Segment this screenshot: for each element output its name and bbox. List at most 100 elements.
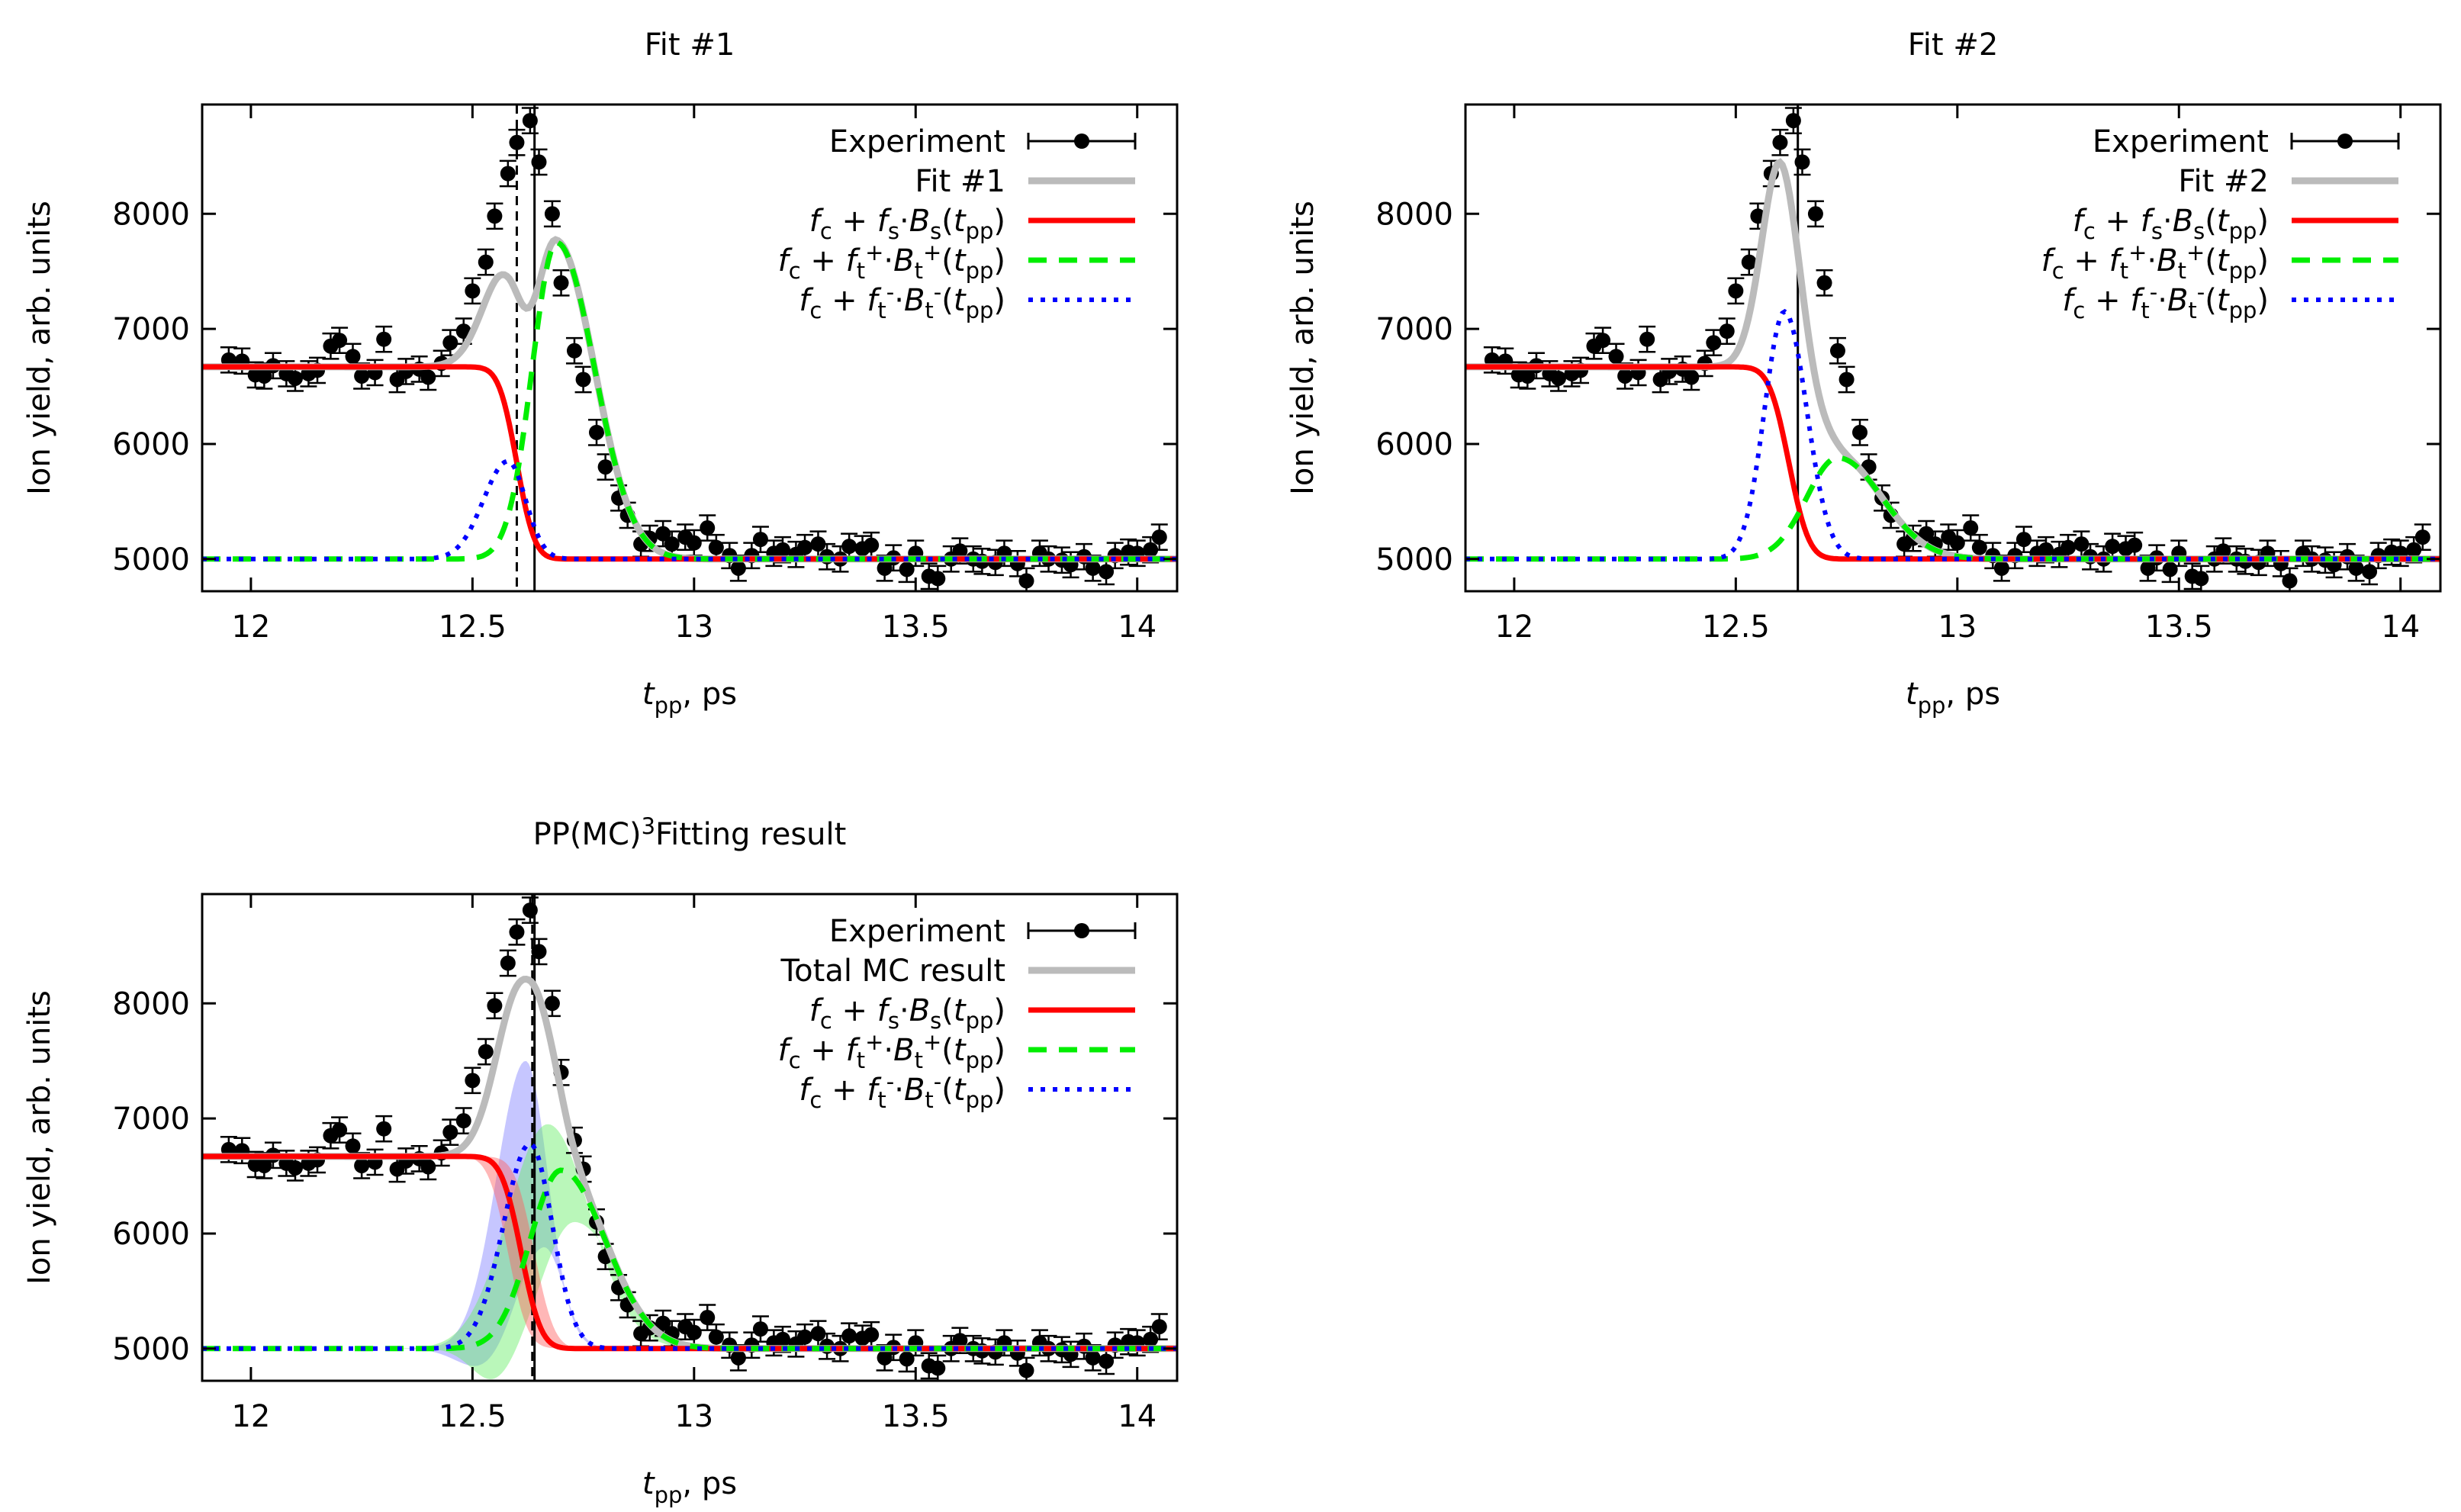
data-point — [332, 1122, 348, 1138]
data-point — [952, 1333, 968, 1349]
y-axis-label: Ion yield, arb. units — [22, 201, 57, 495]
legend-exp-marker — [2337, 134, 2353, 149]
data-point — [442, 335, 458, 351]
plot-area — [202, 894, 1177, 1381]
y-tick-label: 7000 — [112, 312, 190, 347]
data-point — [509, 924, 525, 940]
data-point — [2015, 532, 2032, 548]
x-axis-label: tpp, ps — [1906, 677, 2000, 719]
x-tick-label: 13 — [1938, 610, 1977, 645]
data-point — [930, 1360, 946, 1376]
legend-exp-marker — [1074, 134, 1089, 149]
data-point — [1018, 1362, 1034, 1378]
data-point — [752, 1321, 768, 1337]
data-point — [2414, 529, 2430, 545]
singlet-line — [1465, 364, 2440, 562]
data-point — [597, 459, 613, 475]
data-point — [2060, 539, 2077, 555]
data-point — [841, 539, 857, 555]
data-point — [287, 370, 303, 386]
data-point — [2073, 536, 2089, 552]
legend-s-label: fc + fs·Bs(tpp) — [2073, 204, 2269, 244]
data-point — [500, 955, 516, 971]
data-point — [1719, 323, 1735, 339]
x-tick-label: 14 — [1118, 1399, 1157, 1434]
x-tick-label: 12.5 — [439, 1399, 507, 1434]
data-point — [1785, 113, 1801, 129]
legend-exp-label: Experiment — [829, 124, 1005, 159]
legend: Experiment Fit #1 fc + fs·Bs(tpp)fc + ft+·… — [778, 124, 1137, 323]
x-tick-label: 13 — [674, 610, 713, 645]
legend-tp-label: fc + ft+·Bt+(tpp) — [778, 240, 1005, 284]
data-point — [1852, 424, 1868, 440]
chart-panel-3: PP(MC)3Fitting result 12 12.5 13 13.5 14 5000 6… — [22, 813, 1179, 1508]
x-tick-label: 13.5 — [882, 610, 950, 645]
data-point — [2348, 560, 2364, 576]
y-tick-label: 5000 — [1375, 542, 1453, 577]
data-point — [1143, 542, 1159, 558]
x-tick-label: 13 — [674, 1399, 713, 1434]
triplet-minus-line — [202, 1141, 1177, 1351]
data-point — [899, 561, 915, 577]
data-point — [700, 520, 716, 536]
y-tick-label: 8000 — [1375, 197, 1453, 232]
chart-panel-1: Fit #1 12 12.5 13 13.5 14 5000 6000 7000 8000 tpp,… — [22, 27, 1179, 719]
legend-exp-marker — [1074, 923, 1089, 938]
data-point — [797, 539, 813, 555]
chart-panel-2: Fit #2 12 12.5 13 13.5 14 5000 6000 7000 8000 tpp,… — [1285, 27, 2442, 719]
chart-title: Fit #2 — [1908, 27, 1999, 63]
y-tick-label: 8000 — [112, 197, 190, 232]
data-point — [899, 1351, 915, 1367]
data-point — [1639, 331, 1655, 347]
x-tick-label: 12.5 — [439, 610, 507, 645]
data-point — [531, 944, 547, 960]
data-point — [1772, 134, 1788, 150]
data-point — [774, 1331, 790, 1347]
data-point — [877, 560, 893, 576]
legend-tp-label: fc + ft+·Bt+(tpp) — [778, 1029, 1005, 1073]
data-point — [455, 1113, 471, 1129]
data-point — [522, 902, 538, 918]
data-point — [1608, 349, 1624, 365]
data-point — [810, 1326, 826, 1342]
data-point — [1794, 154, 1810, 170]
data-point — [730, 560, 746, 576]
x-tick-label: 14 — [2381, 610, 2420, 645]
data-point — [465, 283, 481, 299]
data-point — [1741, 254, 1757, 270]
data-point — [1151, 529, 1167, 545]
y-tick-label: 6000 — [112, 1217, 190, 1252]
data-point — [1595, 333, 1611, 349]
data-point — [708, 539, 724, 555]
data-point — [465, 1073, 481, 1089]
y-tick-label: 5000 — [112, 1332, 190, 1367]
axes-frame — [201, 893, 1179, 1382]
data-point — [2362, 564, 2378, 580]
data-point — [1085, 560, 1101, 576]
data-point — [566, 343, 582, 359]
axes-frame — [201, 103, 1179, 593]
data-point — [478, 1044, 494, 1060]
data-point — [1684, 369, 1700, 385]
data-point — [1728, 283, 1744, 299]
x-tick-label: 12 — [1494, 610, 1533, 645]
y-axis-label: Ion yield, arb. units — [22, 990, 57, 1285]
data-point — [686, 535, 702, 551]
plot-area — [202, 105, 1177, 591]
data-point — [708, 1329, 724, 1345]
data-point — [752, 532, 768, 548]
data-point — [2406, 542, 2422, 558]
legend-total-label: Total MC result — [780, 954, 1005, 989]
data-point — [1617, 368, 1633, 384]
experiment-series — [220, 896, 1168, 1381]
legend-total-label: Fit #1 — [915, 164, 1005, 199]
y-tick-label: 6000 — [112, 427, 190, 462]
data-point — [1949, 535, 1965, 551]
data-point — [287, 1160, 303, 1176]
data-point — [1839, 372, 1855, 388]
data-point — [354, 368, 370, 384]
data-point — [1550, 370, 1566, 386]
data-point — [589, 424, 605, 440]
data-point — [420, 369, 436, 385]
